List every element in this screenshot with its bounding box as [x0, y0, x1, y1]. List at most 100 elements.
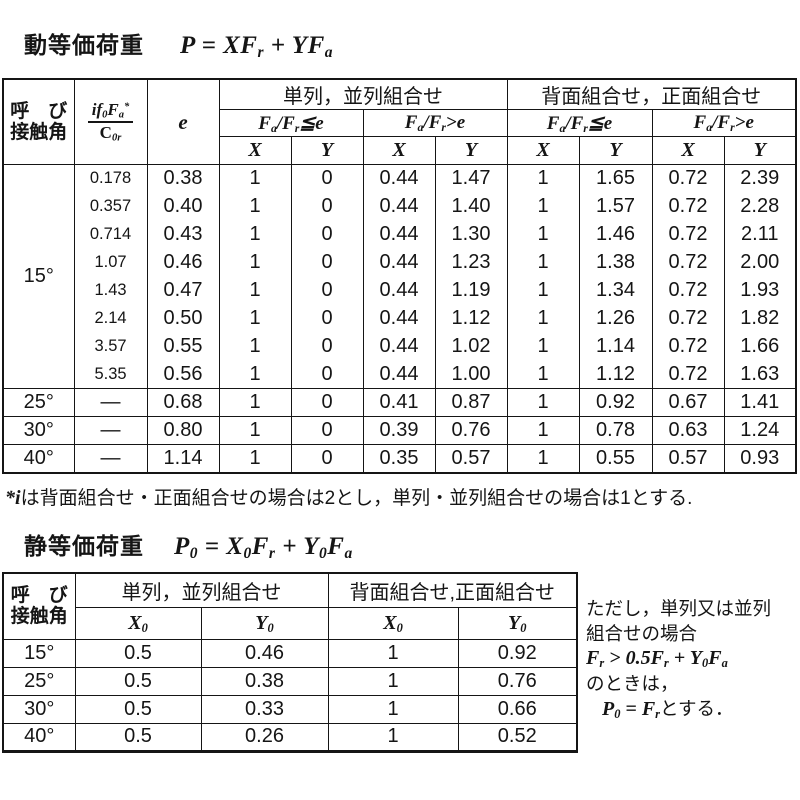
table-cell: 0.67: [651, 388, 725, 417]
table-cell: 0: [290, 220, 364, 249]
table-cell: 0.56: [146, 360, 220, 389]
table-cell: 0: [290, 332, 364, 361]
table-row: 5.35 0.56 1 0 0.44 1.00 1 1.12 0.72 1.63: [3, 360, 797, 389]
table-cell: 0: [290, 192, 364, 221]
angle-cell-25: 25°: [2, 388, 75, 417]
group-header-back-face: 背面組合せ，正面組合せ: [506, 78, 797, 110]
table-cell: 0.44: [362, 304, 436, 333]
footnote-text: は背面組合せ・正面組合せの場合は2とし，単列・並列組合せの場合は1とする.: [20, 488, 693, 509]
dynamic-load-table: 呼 び 接触角 if0Fa* C0r e 単列，並列組合せ 背面組合せ，正面組合…: [2, 78, 797, 474]
group-header-single-parallel: 単列，並列組合せ: [218, 78, 508, 110]
table-cell: 0.72: [651, 276, 725, 305]
table-cell: 2.00: [723, 248, 797, 277]
table-cell: 1.14: [146, 444, 220, 473]
table-row: 25° — 0.68 1 0 0.41 0.87 1 0.92 0.67 1.4…: [2, 388, 797, 417]
table-cell: —: [73, 388, 148, 417]
table-cell: —: [73, 416, 148, 445]
table-cell: 0.44: [362, 164, 436, 193]
static-load-title-text: 静等価荷重: [24, 533, 144, 559]
table-cell: 1.38: [578, 248, 653, 277]
table-cell: 1: [218, 388, 292, 417]
table-cell: 1.14: [578, 332, 653, 361]
table-cell: 0.68: [146, 388, 220, 417]
table-row: 30° 0.5 0.33 1 0.66: [2, 694, 578, 724]
table-cell: 0.92: [457, 638, 578, 668]
table-row: 3.57 0.55 1 0 0.44 1.02 1 1.14 0.72 1.66: [3, 332, 797, 361]
col-header-e: e: [146, 78, 220, 165]
table-cell: 0.40: [146, 192, 220, 221]
col-header-y0: Y0: [457, 606, 578, 640]
static-load-title: 静等価荷重 P0 = X0Fr + Y0Fa: [24, 527, 353, 561]
table-cell: 1: [218, 220, 292, 249]
table-cell: 0: [290, 164, 364, 193]
col-header-contact-angle: 呼 び 接触角: [2, 78, 75, 165]
table-cell: 3.57: [73, 332, 148, 361]
table-cell: 0: [290, 248, 364, 277]
table-row: 2.14 0.50 1 0 0.44 1.12 1 1.26 0.72 1.82: [3, 304, 797, 333]
table-cell: 0.72: [651, 220, 725, 249]
table-cell: 1: [218, 164, 292, 193]
table-cell: 0.44: [362, 276, 436, 305]
table-cell: 0.72: [651, 248, 725, 277]
table-cell: 1.63: [723, 360, 797, 389]
table-cell: 0.72: [651, 304, 725, 333]
table-cell: 1: [218, 444, 292, 473]
table-cell: 0.35: [362, 444, 436, 473]
group-header-single-parallel: 単列，並列組合せ: [74, 572, 329, 608]
table-cell: 0.38: [146, 164, 220, 193]
angle-cell-15: 15°: [2, 164, 75, 389]
note-line-result: P0 = Frとする．: [586, 696, 798, 722]
table-cell: 0.72: [651, 332, 725, 361]
angle-cell-40: 40°: [2, 444, 75, 473]
table-cell: 0.38: [200, 666, 329, 696]
table-cell: 5.35: [73, 360, 148, 389]
table-cell: 0.44: [362, 220, 436, 249]
table-cell: 0.72: [651, 164, 725, 193]
note-line: のときは，: [586, 673, 679, 694]
table-cell: 1.66: [723, 332, 797, 361]
table-cell: 0.178: [73, 164, 148, 193]
table-cell: 0.5: [74, 694, 202, 724]
cond-header-fa-fr-gt-e: Fa/Fr>e: [651, 109, 797, 137]
table-cell: 0.41: [362, 388, 436, 417]
table-cell: 1.40: [434, 192, 508, 221]
col-header-x: X: [218, 136, 292, 165]
table-cell: 0.357: [73, 192, 148, 221]
table-cell: 0.72: [651, 360, 725, 389]
angle-cell-40: 40°: [2, 722, 76, 752]
table-cell: 0.72: [651, 192, 725, 221]
table-cell: 1: [218, 192, 292, 221]
table-cell: 0.5: [74, 722, 202, 752]
col-header-x: X: [651, 136, 725, 165]
table-cell: 0.92: [578, 388, 653, 417]
dynamic-load-title-text: 動等価荷重: [24, 32, 144, 58]
table-cell: 2.39: [723, 164, 797, 193]
table-cell: 1: [506, 164, 580, 193]
table-cell: 0: [290, 416, 364, 445]
load-ratio-numerator: if0Fa*: [87, 100, 134, 123]
table-cell: 2.14: [73, 304, 148, 333]
col-header-y: Y: [434, 136, 508, 165]
table-row: 30° — 0.80 1 0 0.39 0.76 1 0.78 0.63 1.2…: [2, 416, 797, 445]
contact-angle-label-line1: 呼 び: [10, 585, 68, 607]
table-cell: 2.11: [723, 220, 797, 249]
table-cell: 2.28: [723, 192, 797, 221]
table-cell: 1: [506, 388, 580, 417]
table-cell: 1: [218, 248, 292, 277]
table-cell: 1: [218, 304, 292, 333]
col-header-y: Y: [578, 136, 653, 165]
table-cell: 0.55: [146, 332, 220, 361]
footnote-marker: *i: [5, 487, 21, 509]
table-cell: —: [73, 444, 148, 473]
table-cell: 1.12: [578, 360, 653, 389]
col-header-contact-angle: 呼 び 接触角: [2, 572, 76, 640]
table-cell: 1.82: [723, 304, 797, 333]
note-formula-condition: Fr > 0.5Fr + Y0Fa: [586, 647, 728, 671]
table-cell: 1: [506, 360, 580, 389]
table-cell: 1: [218, 276, 292, 305]
angle-cell-15: 15°: [2, 638, 76, 668]
table-cell: 1: [506, 416, 580, 445]
table-cell: 1: [218, 332, 292, 361]
table-cell: 1: [506, 192, 580, 221]
table-cell: 1: [218, 360, 292, 389]
